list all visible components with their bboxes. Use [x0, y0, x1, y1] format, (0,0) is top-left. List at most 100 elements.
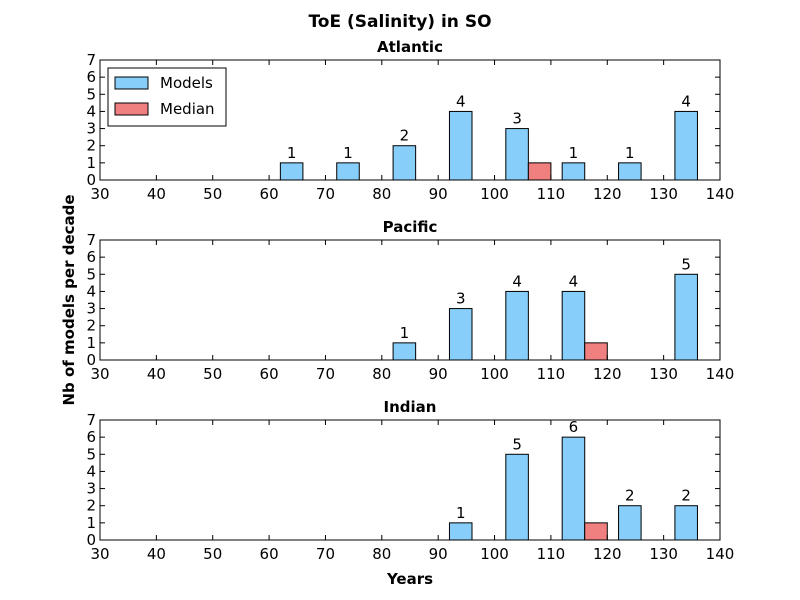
- bar-value-label: 5: [512, 435, 522, 453]
- y-tick-label: 2: [86, 317, 96, 335]
- panel-title-pacific: Pacific: [383, 218, 438, 236]
- bar-median: [584, 342, 608, 361]
- x-tick-label: 70: [316, 185, 335, 203]
- y-tick-label: 7: [86, 231, 96, 249]
- x-tick-label: 140: [706, 545, 735, 563]
- x-tick-label: 60: [260, 545, 279, 563]
- bar-value-label: 1: [569, 144, 579, 162]
- x-tick-label: 30: [90, 365, 109, 383]
- figure-title: ToE (Salinity) in SO: [308, 12, 491, 32]
- y-tick-label: 5: [86, 85, 96, 103]
- x-tick-label: 70: [316, 545, 335, 563]
- bar-value-label: 4: [681, 92, 691, 110]
- y-tick-label: 4: [86, 102, 96, 120]
- x-tick-label: 110: [537, 365, 566, 383]
- x-tick-label: 50: [203, 545, 222, 563]
- y-tick-label: 2: [86, 497, 96, 515]
- x-tick-label: 30: [90, 545, 109, 563]
- bar-models: [674, 110, 698, 181]
- bar-value-label: 4: [512, 272, 522, 290]
- x-tick-label: 140: [706, 185, 735, 203]
- y-tick-label: 5: [86, 445, 96, 463]
- bar-value-label: 1: [343, 144, 353, 162]
- x-tick-label: 110: [537, 545, 566, 563]
- legend: Models Median: [107, 67, 227, 127]
- x-tick-label: 130: [649, 365, 678, 383]
- bar-median: [527, 162, 552, 181]
- bar-models: [618, 505, 642, 541]
- bar-value-label: 1: [625, 144, 635, 162]
- x-tick-label: 50: [203, 185, 222, 203]
- bar-models: [392, 145, 417, 181]
- x-tick-label: 30: [90, 185, 109, 203]
- bar-models: [336, 162, 360, 181]
- y-tick-label: 3: [86, 480, 96, 498]
- x-tick-label: 80: [372, 365, 391, 383]
- y-tick-label: 7: [86, 51, 96, 69]
- legend-swatch-median: [114, 102, 149, 116]
- y-tick-label: 3: [86, 300, 96, 318]
- bar-value-label: 6: [569, 418, 579, 436]
- y-tick-label: 5: [86, 265, 96, 283]
- panel-title-atlantic: Atlantic: [377, 38, 443, 56]
- x-tick-label: 90: [429, 365, 448, 383]
- bar-models: [392, 342, 417, 361]
- y-tick-label: 6: [86, 68, 96, 86]
- y-tick-label: 3: [86, 120, 96, 138]
- y-tick-label: 4: [86, 282, 96, 300]
- x-tick-label: 100: [480, 185, 509, 203]
- y-tick-label: 6: [86, 428, 96, 446]
- y-axis-label: Nb of models per decade: [60, 194, 78, 405]
- x-tick-label: 110: [537, 185, 566, 203]
- x-tick-label: 50: [203, 365, 222, 383]
- bar-value-label: 1: [456, 504, 466, 522]
- x-tick-label: 90: [429, 185, 448, 203]
- bar-models: [618, 162, 642, 181]
- bar-models: [561, 436, 586, 541]
- x-tick-label: 60: [260, 365, 279, 383]
- y-tick-label: 1: [86, 514, 96, 532]
- x-tick-label: 40: [147, 185, 166, 203]
- x-axis-label: Years: [386, 570, 433, 588]
- bar-models: [448, 308, 473, 361]
- y-tick-label: 0: [86, 531, 96, 549]
- bar-models: [674, 505, 698, 541]
- bar-models: [279, 162, 304, 181]
- bar-models: [505, 290, 529, 361]
- x-tick-label: 120: [593, 545, 622, 563]
- y-tick-label: 1: [86, 334, 96, 352]
- bar-value-label: 3: [456, 290, 466, 308]
- bar-value-label: 2: [400, 127, 410, 145]
- y-tick-label: 2: [86, 137, 96, 155]
- x-tick-label: 40: [147, 365, 166, 383]
- axes-frame: [99, 59, 721, 181]
- bar-value-label: 2: [625, 487, 635, 505]
- x-tick-label: 120: [593, 365, 622, 383]
- x-tick-label: 90: [429, 545, 448, 563]
- bar-models: [505, 128, 529, 181]
- bar-value-label: 4: [569, 272, 579, 290]
- x-tick-label: 100: [480, 365, 509, 383]
- x-tick-label: 120: [593, 185, 622, 203]
- axes-frame: [99, 419, 721, 541]
- x-tick-label: 130: [649, 545, 678, 563]
- x-tick-label: 70: [316, 365, 335, 383]
- legend-label-models: Models: [160, 74, 213, 92]
- bar-value-label: 1: [400, 324, 410, 342]
- legend-swatch-models: [114, 76, 149, 90]
- legend-label-median: Median: [160, 100, 215, 118]
- y-tick-label: 4: [86, 462, 96, 480]
- y-tick-label: 1: [86, 154, 96, 172]
- bar-value-label: 2: [681, 487, 691, 505]
- y-tick-label: 0: [86, 171, 96, 189]
- x-tick-label: 40: [147, 545, 166, 563]
- x-tick-label: 100: [480, 545, 509, 563]
- bar-value-label: 4: [456, 92, 466, 110]
- x-tick-label: 130: [649, 185, 678, 203]
- axes-frame: [99, 239, 721, 361]
- bar-models: [505, 453, 529, 541]
- y-tick-label: 0: [86, 351, 96, 369]
